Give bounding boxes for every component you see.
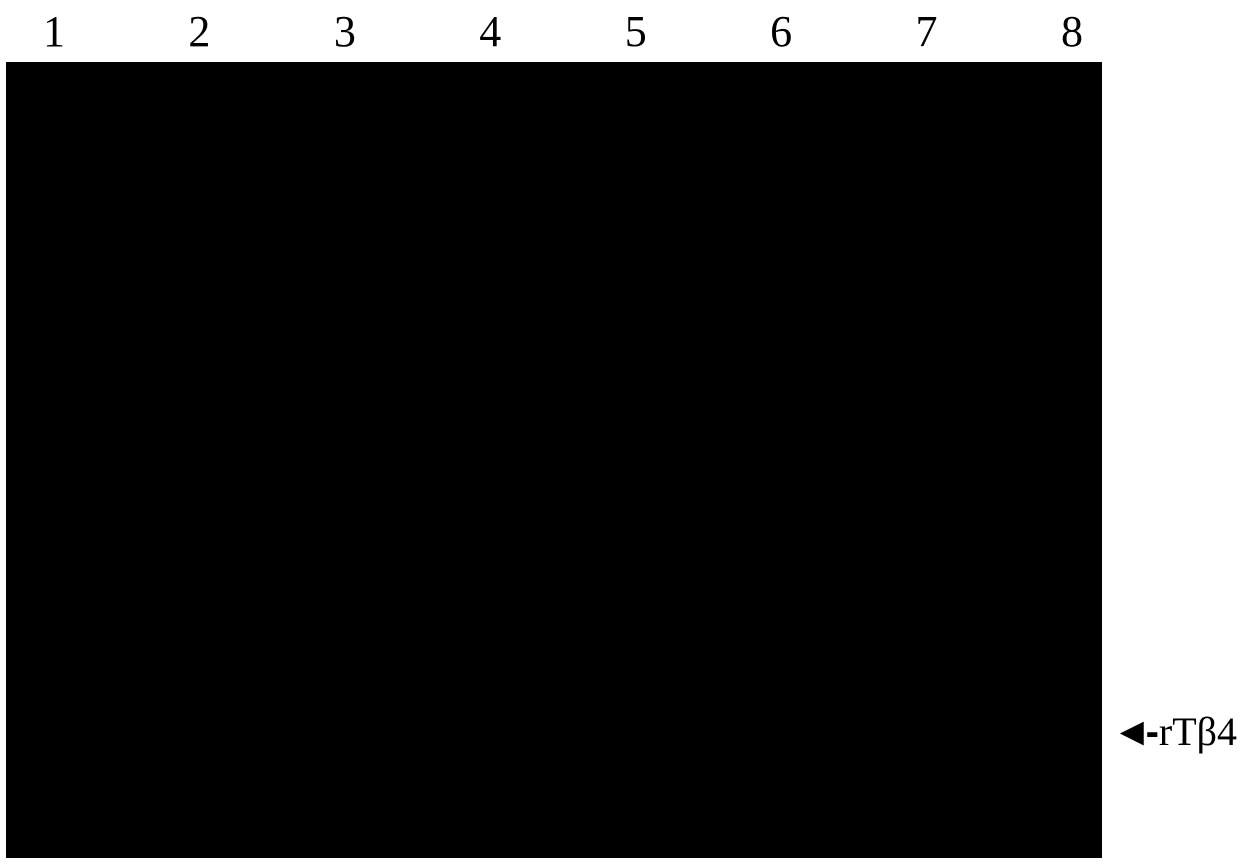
lane-label-2: 2 [169, 6, 229, 57]
gel-image [6, 62, 1102, 858]
lane-label-7: 7 [897, 6, 957, 57]
lane-label-4: 4 [460, 6, 520, 57]
lane-label-5: 5 [606, 6, 666, 57]
lane-label-1: 1 [24, 6, 84, 57]
band-label: rTβ4 [1159, 708, 1237, 755]
lane-label-8: 8 [1042, 6, 1102, 57]
arrow-left-icon: ◄- [1112, 712, 1153, 752]
lane-label-3: 3 [315, 6, 375, 57]
lane-label-6: 6 [751, 6, 811, 57]
gel-figure: 1 2 3 4 5 6 7 8 ◄- rTβ4 [0, 0, 1240, 865]
band-marker: ◄- rTβ4 [1112, 708, 1237, 755]
lane-labels-row: 1 2 3 4 5 6 7 8 [24, 0, 1102, 62]
